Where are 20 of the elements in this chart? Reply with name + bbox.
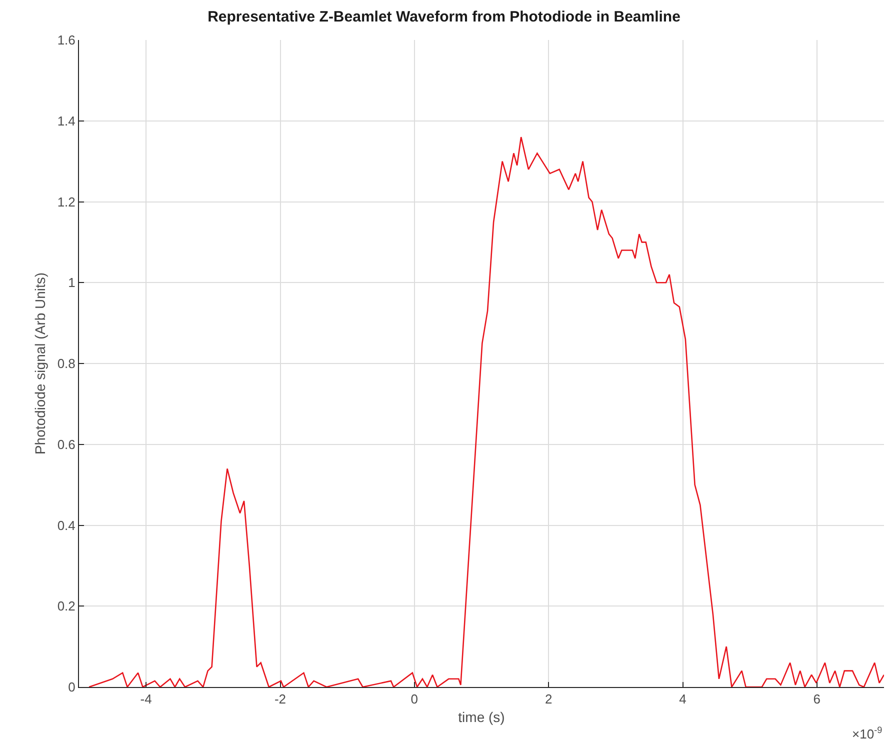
y-tick-label: 1.4 — [57, 113, 76, 128]
x-tick-label: -2 — [274, 692, 286, 707]
x-tick-label: -4 — [140, 692, 152, 707]
y-tick-label: 1.2 — [57, 194, 76, 210]
x-tick-label: 2 — [544, 692, 552, 707]
y-tick-label: 0.6 — [57, 436, 76, 452]
x-tick-label: 0 — [410, 692, 418, 707]
y-tick-label: 0.2 — [57, 598, 76, 614]
y-tick-label: 1 — [68, 275, 76, 290]
y-tick-label: 0 — [68, 680, 76, 695]
line-series — [88, 136, 884, 687]
x-axis-title: time (s) — [458, 708, 505, 725]
y-tick-label: 0.8 — [57, 356, 76, 372]
y-tick-label: 0.4 — [57, 518, 76, 533]
y-tick-label: 1.6 — [57, 32, 76, 48]
chart-title: Representative Z-Beamlet Waveform from Photodiode in Beamline — [208, 8, 680, 26]
x-tick-label: 6 — [813, 692, 821, 707]
x-tick-label: 4 — [679, 692, 686, 707]
y-axis-title: Photodiode signal (Arb Units) — [32, 272, 48, 455]
text: ×10$^{-9}$ — [852, 725, 882, 742]
